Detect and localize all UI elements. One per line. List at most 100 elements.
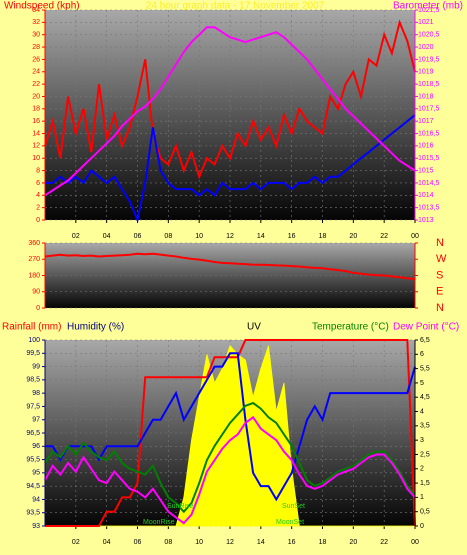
y-tick-label: 360: [28, 240, 40, 247]
y-tick-label: 20: [32, 93, 40, 100]
line: [44, 252, 416, 281]
y2-tick-label: N: [436, 302, 444, 314]
y-tick-label: 97: [32, 417, 40, 424]
y-tick-label: 93,5: [26, 510, 40, 517]
y-tick-label: 96: [32, 443, 40, 450]
y2-tick-label: 0: [420, 523, 424, 530]
y-tick-label: 4: [36, 192, 40, 199]
y-tick-label: 90: [32, 289, 40, 296]
y2-tick-label: 1014: [418, 192, 434, 199]
y2-tick-label: 1017: [418, 118, 434, 125]
x-tick-label: 00: [411, 233, 419, 240]
y2-tick-label: 2: [420, 466, 424, 473]
x-tick-label: 22: [380, 233, 388, 240]
y-tick-label: 8: [36, 167, 40, 174]
y2-tick-label: 1020: [418, 44, 434, 51]
y-tick-label: 270: [28, 256, 40, 263]
x-tick-label: 04: [103, 233, 111, 240]
y-tick-label: 94,5: [26, 483, 40, 490]
x-tick-label: 16: [288, 539, 296, 546]
x-tick-label: 18: [319, 233, 327, 240]
y-tick-label: 93: [32, 523, 40, 530]
y2-tick-label: W: [436, 253, 447, 265]
y2-tick-label: 1016,5: [418, 130, 440, 137]
y-tick-label: 94: [32, 496, 40, 503]
y2-tick-label: S: [436, 269, 443, 281]
y-tick-label: 34: [32, 7, 40, 14]
y2-tick-label: 4,5: [420, 394, 430, 401]
y-tick-label: 98: [32, 390, 40, 397]
y-tick-label: 24: [32, 69, 40, 76]
y2-tick-label: 5,5: [420, 365, 430, 372]
annotation: SunRise: [167, 503, 194, 510]
y2-tick-label: 1013: [418, 217, 434, 224]
y-tick-label: 30: [32, 32, 40, 39]
humidity-axis-title: Humidity (%): [67, 322, 124, 333]
x-tick-label: 10: [195, 233, 203, 240]
annotation: MoonRise: [143, 519, 175, 526]
y2-tick-label: 1014,5: [418, 180, 440, 187]
x-tick-label: 06: [134, 233, 142, 240]
line: [44, 415, 416, 525]
line: [44, 19, 416, 180]
dewpoint-axis-title: Dew Point (°C): [393, 322, 459, 333]
y-tick-label: 26: [32, 56, 40, 63]
x-tick-label: 20: [349, 539, 357, 546]
y-tick-label: 99,5: [26, 350, 40, 357]
y2-tick-label: N: [436, 237, 444, 249]
chart-title: 24 hour graph data - 17 November 2007: [146, 1, 325, 12]
x-tick-label: 16: [288, 233, 296, 240]
y2-tick-label: 6,5: [420, 337, 430, 344]
line: [45, 352, 416, 502]
x-tick-label: 12: [226, 539, 234, 546]
annotation: MoonSet: [276, 519, 304, 526]
y2-tick-label: 1015,5: [418, 155, 440, 162]
y-tick-label: 32: [32, 19, 40, 26]
rain-axis-title: Rainfall (mm): [2, 322, 61, 333]
y2-tick-label: 6: [420, 351, 424, 358]
x-tick-label: 22: [380, 539, 388, 546]
x-tick-label: 00: [411, 539, 419, 546]
y2-tick-label: 0,5: [420, 509, 430, 516]
y-tick-label: 96,5: [26, 430, 40, 437]
y-tick-label: 100: [28, 337, 40, 344]
y2-tick-label: 3: [420, 437, 424, 444]
x-tick-label: 08: [164, 539, 172, 546]
y2-tick-label: 1019,5: [418, 56, 440, 63]
y2-tick-label: 1013,5: [418, 204, 440, 211]
y2-tick-label: 1015: [418, 167, 434, 174]
y-tick-label: 16: [32, 118, 40, 125]
y2-tick-label: 1021,5: [418, 7, 440, 14]
y2-tick-label: 1016: [418, 143, 434, 150]
area: [45, 344, 415, 527]
line: [44, 401, 416, 514]
line: [44, 26, 416, 197]
x-tick-label: 04: [103, 539, 111, 546]
x-tick-label: 08: [164, 233, 172, 240]
y-tick-label: 95: [32, 470, 40, 477]
y-tick-label: 14: [32, 130, 40, 137]
x-tick-label: 10: [195, 539, 203, 546]
plots: 024681012141618202224262830323410131013,…: [26, 7, 447, 546]
y2-tick-label: 2,5: [420, 451, 430, 458]
x-tick-label: 18: [319, 539, 327, 546]
y2-axis-title: Barometer (mb): [393, 1, 463, 12]
x-tick-label: 14: [257, 233, 265, 240]
y-tick-label: 2: [36, 204, 40, 211]
y-tick-label: 22: [32, 81, 40, 88]
y-tick-label: 98,5: [26, 377, 40, 384]
y-tick-label: 180: [28, 272, 40, 279]
x-tick-label: 12: [226, 233, 234, 240]
uv-axis-title: UV: [247, 322, 261, 333]
y-tick-label: 18: [32, 106, 40, 113]
y-tick-label: 6: [36, 180, 40, 187]
y-tick-label: 99: [32, 363, 40, 370]
y2-tick-label: 1018,5: [418, 81, 440, 88]
x-tick-label: 06: [134, 539, 142, 546]
annotation: SunSet: [282, 503, 305, 510]
y-tick-label: 28: [32, 44, 40, 51]
y2-tick-label: 1017,5: [418, 106, 440, 113]
line: [45, 114, 416, 224]
y2-tick-label: E: [436, 286, 443, 298]
